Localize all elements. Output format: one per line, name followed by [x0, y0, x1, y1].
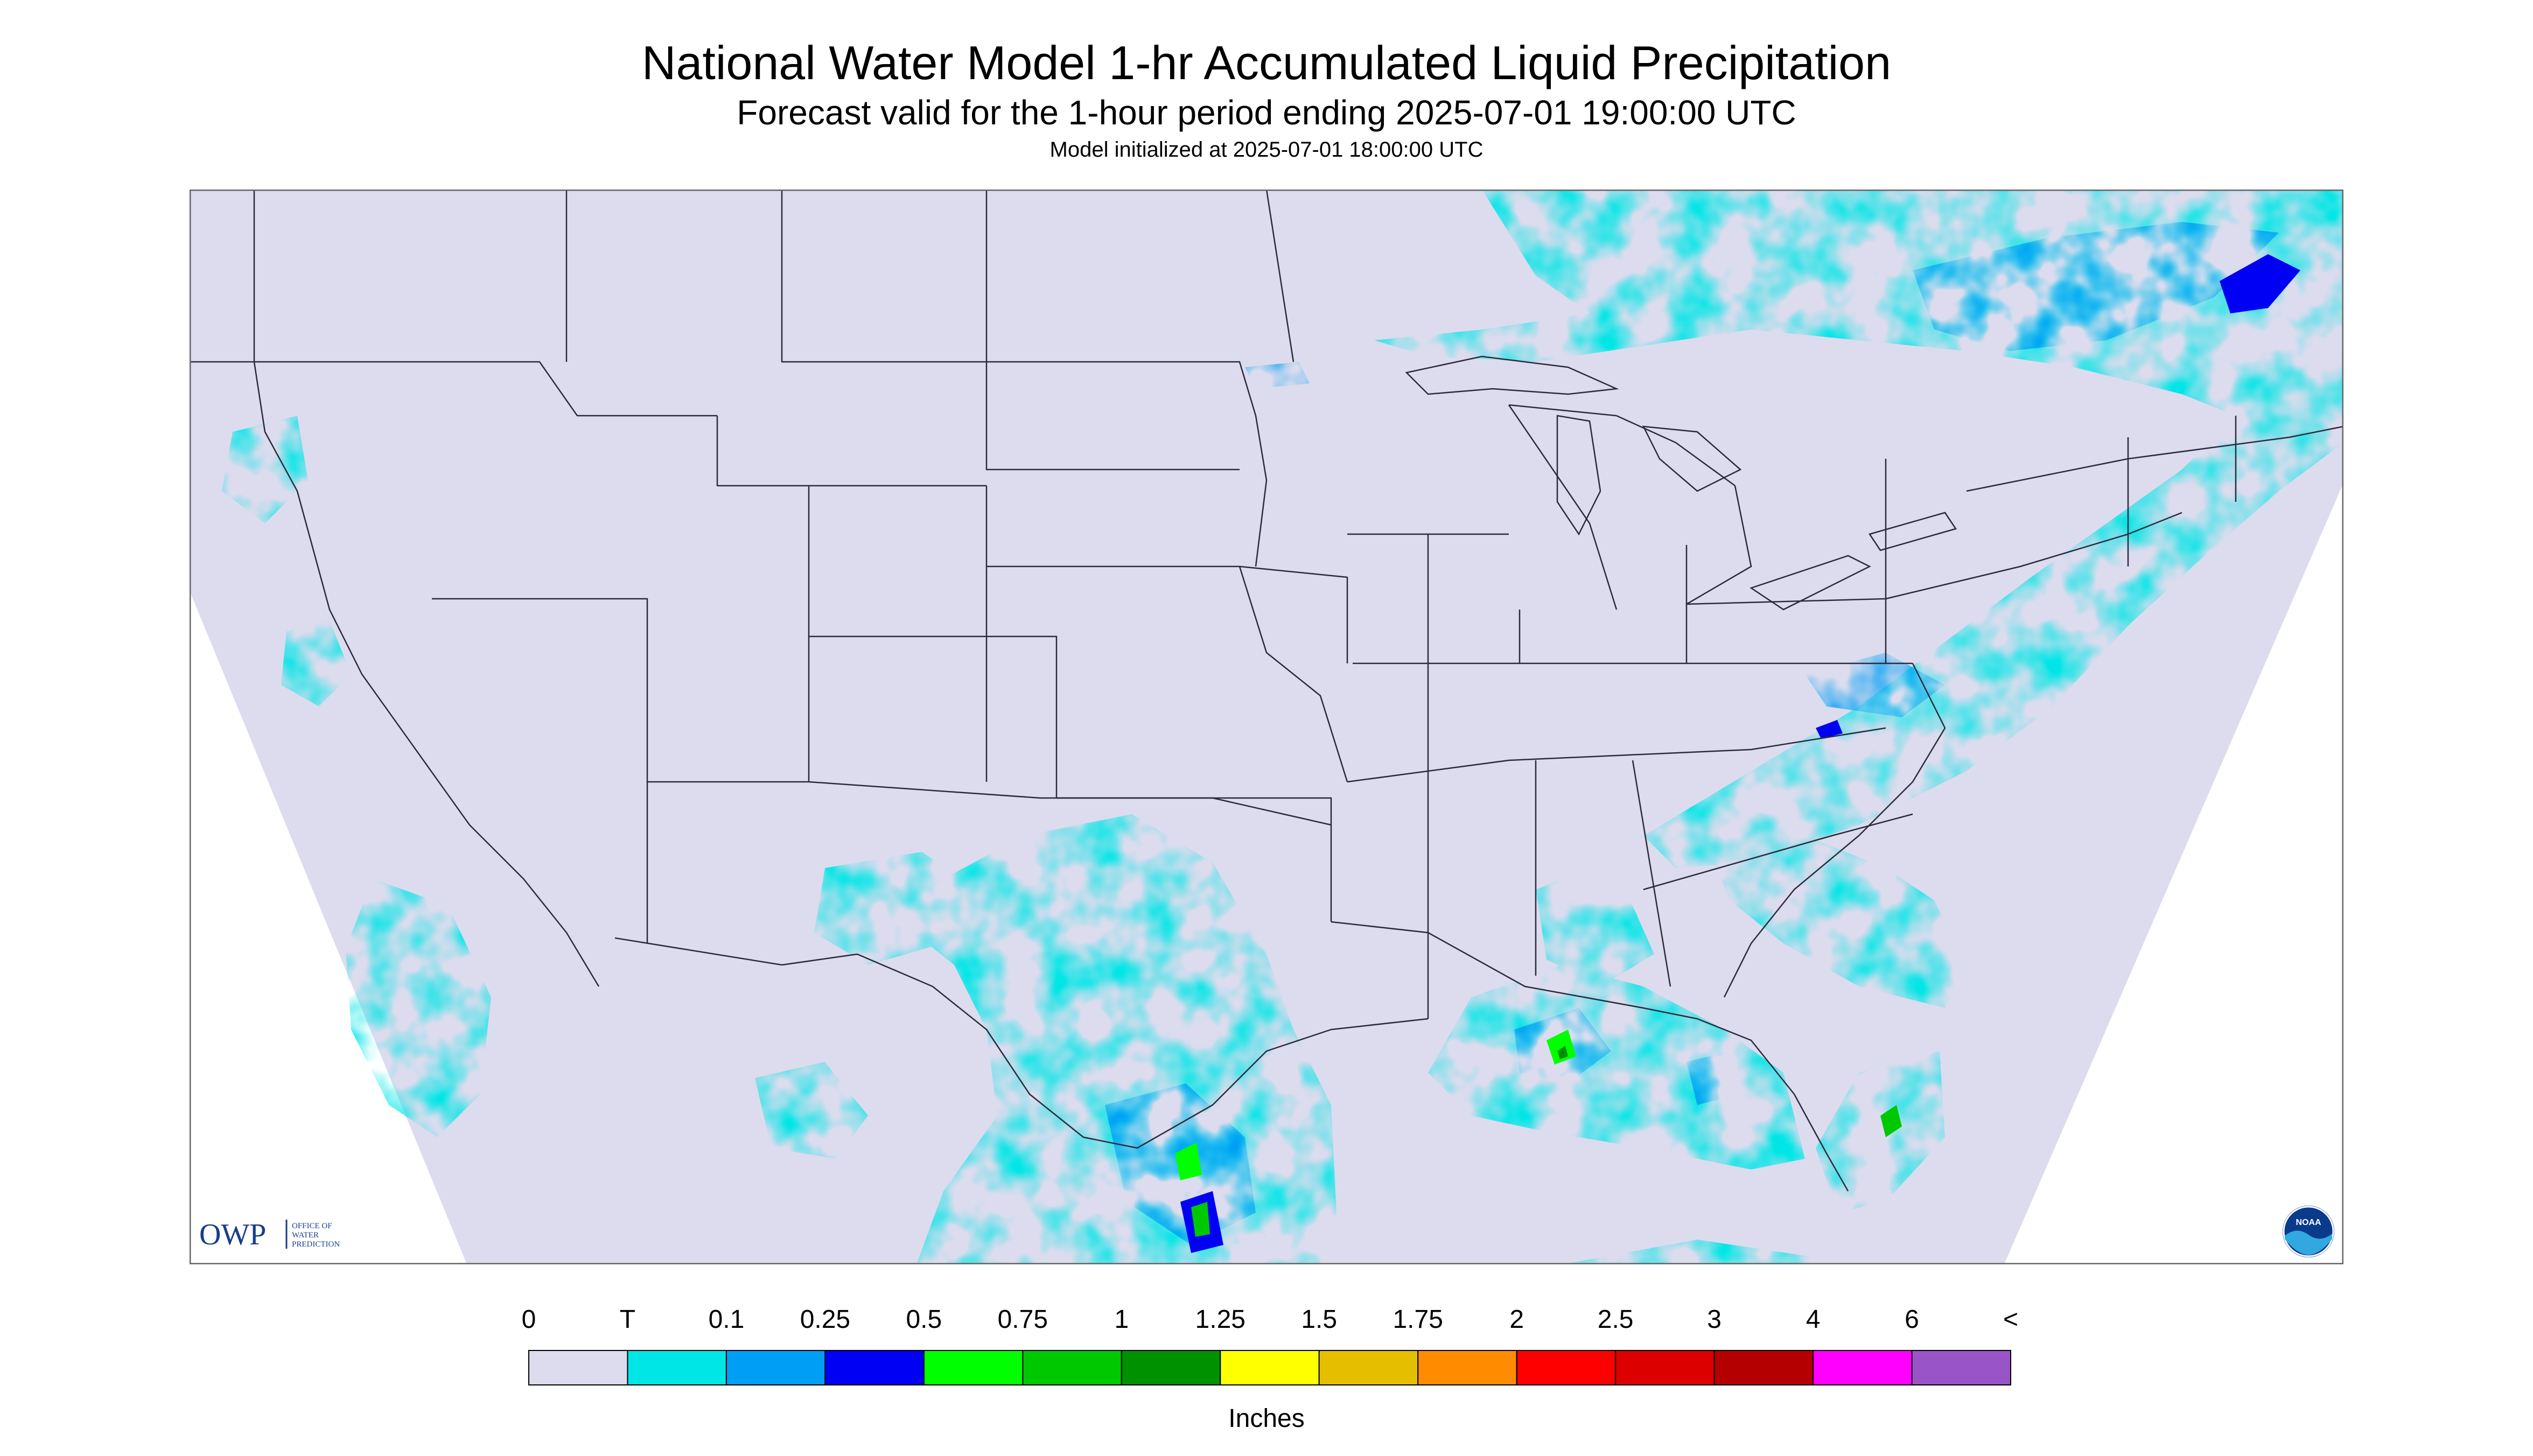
legend-swatch	[1417, 1350, 1517, 1385]
legend-swatch	[923, 1350, 1024, 1385]
legend-tick-label: 1.5	[1301, 1305, 1337, 1334]
legend-tick-label: 1	[1114, 1305, 1129, 1334]
forecast-valid-subtitle: Forecast valid for the 1-hour period end…	[737, 93, 1796, 132]
legend-swatch	[1813, 1350, 1913, 1385]
legend-swatch	[1713, 1350, 1814, 1385]
legend-tick-label: 2	[1509, 1305, 1524, 1334]
precip-heavy-cores	[1175, 254, 2300, 1253]
owp-logo: OWP OFFICE OF WATER PREDICTION	[199, 1218, 340, 1251]
legend-swatch	[1911, 1350, 2012, 1385]
model-init-line: Model initialized at 2025-07-01 18:00:00…	[1049, 138, 1484, 162]
legend-tick-label: 3	[1707, 1305, 1722, 1334]
precipitation-map: OWP OFFICE OF WATER PREDICTION NOAA	[190, 190, 2343, 1264]
legend-tick-label: 1.75	[1393, 1305, 1443, 1334]
legend-swatch	[1220, 1350, 1320, 1385]
map-outer-left	[190, 190, 467, 1264]
legend-tick-label: 0.1	[709, 1305, 745, 1334]
legend-swatch	[1022, 1350, 1122, 1385]
legend-tick-label: 4	[1806, 1305, 1821, 1334]
legend-swatch	[824, 1350, 925, 1385]
map-outer-right	[2004, 483, 2343, 1264]
great-lakes	[1405, 355, 1957, 611]
legend-swatch	[725, 1350, 826, 1385]
legend-swatch	[528, 1350, 628, 1385]
owp-logo-text-2: WATER	[292, 1231, 319, 1240]
state-boundaries	[190, 190, 2343, 1192]
owp-logo-mark: OWP	[199, 1218, 266, 1251]
legend-tick-label: 2.5	[1598, 1305, 1634, 1334]
owp-logo-text-3: PREDICTION	[292, 1240, 340, 1249]
legend-swatch	[1516, 1350, 1617, 1385]
legend-tick-label: 6	[1905, 1305, 1919, 1334]
legend-tick-label: 0.25	[800, 1305, 850, 1334]
legend-swatch	[627, 1350, 727, 1385]
legend-swatch	[1318, 1350, 1419, 1385]
legend-tick-label: T	[620, 1305, 635, 1334]
legend-tick-label: 0.75	[998, 1305, 1048, 1334]
legend-tick-label: 0.5	[906, 1305, 942, 1334]
noaa-logo-text: NOAA	[2296, 1218, 2321, 1227]
noaa-logo: NOAA	[2283, 1206, 2334, 1257]
page-title: National Water Model 1-hr Accumulated Li…	[641, 36, 1892, 89]
precip-trace-areas	[222, 190, 2343, 1264]
map-frame	[190, 190, 2343, 1264]
legend-unit-label: Inches	[1228, 1404, 1304, 1433]
owp-logo-text-1: OFFICE OF	[292, 1222, 332, 1230]
legend-tick-label: <	[2003, 1305, 2018, 1334]
precip-legend: 0 T 0.1 0.25 0.5 0.75 1 1.25 1.5 1.75 2 2.5 3 4 6 < Inc…	[522, 1305, 2018, 1433]
legend-tick-label: 0	[522, 1305, 536, 1334]
legend-tick-label: 1.25	[1195, 1305, 1245, 1334]
legend-swatch	[1615, 1350, 1715, 1385]
legend-swatch	[1121, 1350, 1221, 1385]
